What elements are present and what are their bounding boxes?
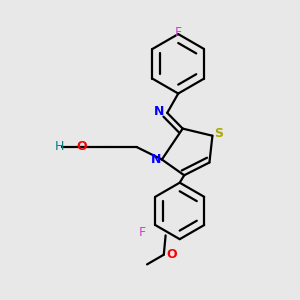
Text: F: F — [175, 26, 182, 38]
Text: S: S — [214, 127, 224, 140]
Text: N: N — [151, 153, 161, 166]
Text: H: H — [55, 140, 64, 153]
Text: O: O — [76, 140, 87, 153]
Text: F: F — [138, 226, 146, 239]
Text: N: N — [154, 105, 164, 118]
Text: O: O — [166, 248, 177, 261]
